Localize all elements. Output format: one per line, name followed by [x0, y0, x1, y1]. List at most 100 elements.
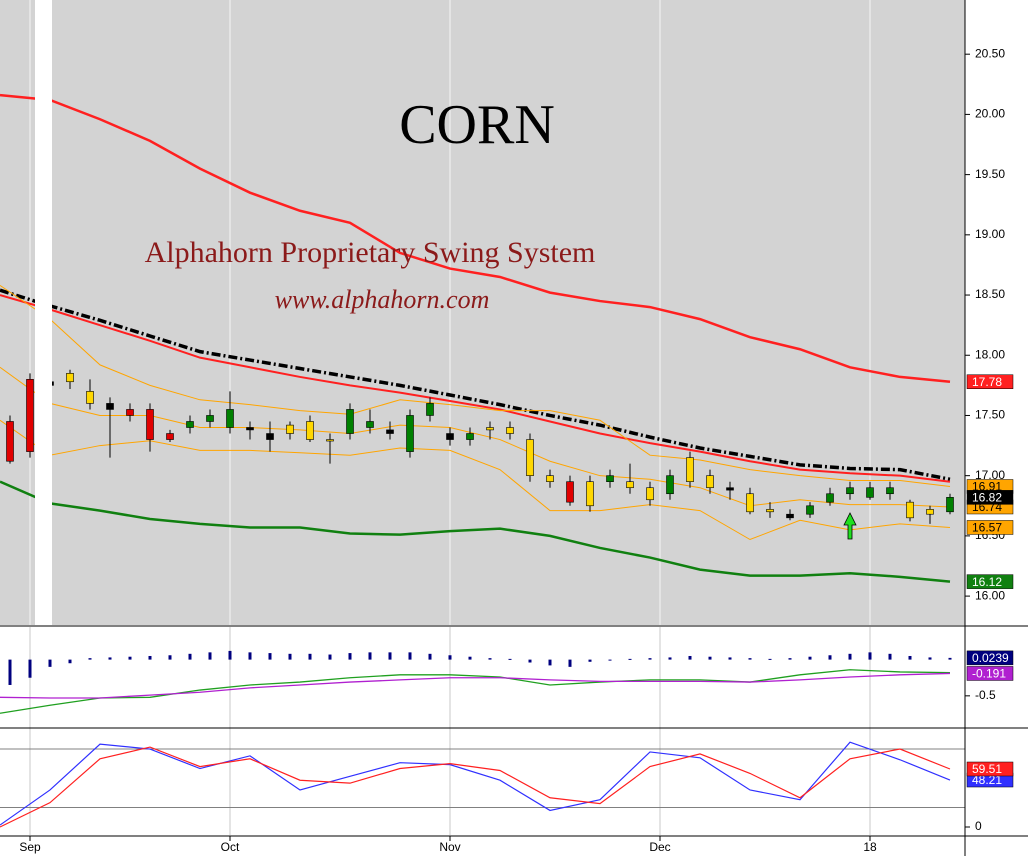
end-tag: [966, 574, 1014, 589]
background-gap: [35, 0, 52, 625]
series-line: [0, 288, 951, 482]
end-tag-label: 16.82: [972, 491, 1002, 505]
chart-subtitle: Alphahorn Proprietary Swing System: [145, 236, 596, 269]
candle-body: [426, 403, 434, 416]
series-line: [0, 294, 951, 483]
series-line: [0, 366, 951, 508]
y-tick-label: 18.50: [975, 287, 1005, 301]
candle-body: [846, 487, 854, 495]
y-tick-label: -0.5: [975, 688, 996, 702]
candle-body: [726, 487, 734, 491]
histogram-bar: [268, 653, 272, 660]
histogram-bar: [328, 654, 332, 660]
candle-body: [566, 481, 574, 503]
histogram-bar: [248, 652, 252, 660]
candle-body: [346, 409, 354, 434]
histogram-bar: [368, 652, 372, 660]
histogram-bar: [128, 656, 132, 660]
histogram-bar: [548, 659, 552, 666]
candle-body: [806, 505, 814, 515]
histogram-bar: [508, 658, 512, 660]
histogram-bar: [428, 653, 432, 660]
candle-body: [306, 421, 314, 440]
end-tag: [966, 520, 1014, 535]
histogram-bar: [588, 659, 592, 662]
candle-body: [666, 475, 674, 495]
histogram-bar: [28, 659, 32, 678]
histogram-bar: [528, 659, 532, 663]
y-tick-label: 16.00: [975, 588, 1005, 602]
candle-body: [466, 433, 474, 440]
candle-body: [906, 501, 914, 519]
histogram-bar: [468, 656, 472, 660]
x-tick-label: Nov: [439, 840, 460, 854]
y-tick-label: 19.00: [975, 227, 1005, 241]
candle-body: [406, 415, 414, 452]
candle-body: [186, 421, 194, 428]
candle-body: [546, 475, 554, 482]
candle-body: [826, 493, 834, 503]
candle-body: [66, 373, 74, 383]
histogram-bar: [828, 655, 832, 660]
chart-title: CORN: [399, 94, 555, 156]
end-tag-label: 59.51: [972, 762, 1002, 776]
histogram-bar: [208, 652, 212, 660]
histogram-bar: [228, 650, 232, 660]
histogram-bar: [868, 652, 872, 660]
candle-body: [526, 439, 534, 476]
series-line: [0, 672, 951, 699]
y-tick-label: 18.00: [975, 347, 1005, 361]
annotation: www.alphahorn.com: [275, 285, 490, 314]
histogram-bar: [408, 652, 412, 660]
candle-body: [626, 481, 634, 489]
candle-body: [206, 415, 214, 422]
histogram-bar: [488, 658, 492, 660]
y-tick-label: 0: [975, 819, 982, 833]
histogram-bar: [888, 653, 892, 660]
end-tag: [966, 374, 1014, 389]
histogram-bar: [308, 653, 312, 660]
histogram-bar: [188, 653, 192, 660]
histogram-bar: [928, 657, 932, 660]
histogram-bar: [728, 657, 732, 660]
histogram-bar: [808, 656, 812, 660]
histogram-bar: [628, 658, 632, 660]
candle-body: [866, 487, 874, 498]
x-tick-label: 18: [863, 840, 877, 854]
end-tag: [966, 650, 1014, 666]
y-tick-label: 17.50: [975, 408, 1005, 422]
candle-body: [246, 427, 254, 431]
y-tick-label: 20.50: [975, 46, 1005, 60]
x-tick-label: Dec: [649, 840, 670, 854]
candle-body: [226, 409, 234, 428]
plot-area: [0, 0, 965, 835]
histogram-bar: [668, 657, 672, 660]
series-line: [0, 284, 951, 488]
series-line: [0, 419, 951, 541]
y-tick-label: 20.00: [975, 107, 1005, 121]
histogram-bar: [288, 653, 292, 660]
histogram-bar: [908, 655, 912, 660]
candle-body: [706, 475, 714, 489]
candle-body: [386, 429, 394, 434]
candle-body: [86, 391, 94, 404]
candle-body: [746, 493, 754, 513]
x-tick-label: Oct: [221, 840, 240, 854]
histogram-bar: [568, 659, 572, 667]
y-tick-label: 19.50: [975, 167, 1005, 181]
histogram-bar: [108, 657, 112, 660]
histogram-bar: [88, 658, 92, 660]
candle-body: [786, 513, 794, 519]
candle-body: [286, 424, 294, 434]
series-line: [0, 93, 951, 383]
candle-body: [146, 409, 154, 440]
candle-body: [106, 403, 114, 410]
candle-body: [446, 433, 454, 440]
candle-body: [606, 475, 614, 482]
candle-body: [586, 481, 594, 507]
histogram-bar: [688, 655, 692, 660]
candle-body: [266, 433, 274, 440]
end-tag: [966, 490, 1014, 505]
